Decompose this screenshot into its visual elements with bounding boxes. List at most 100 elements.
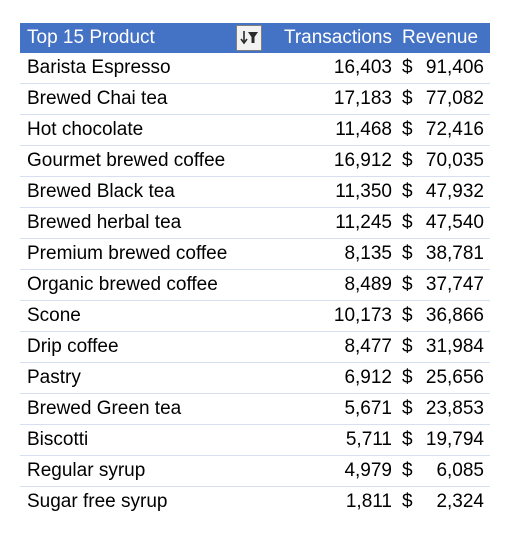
revenue-value: $2,324 <box>402 487 484 517</box>
transactions-cell[interactable]: 11,468 <box>264 114 398 146</box>
revenue-amount: 23,853 <box>425 398 484 419</box>
product-cell[interactable]: Drip coffee <box>20 331 264 363</box>
revenue-cell[interactable]: $38,781 <box>398 238 490 270</box>
revenue-value: $31,984 <box>402 332 484 362</box>
revenue-cell[interactable]: $36,866 <box>398 300 490 332</box>
product-cell[interactable]: Brewed Chai tea <box>20 83 264 115</box>
revenue-cell[interactable]: $6,085 <box>398 455 490 487</box>
table-row[interactable]: Scone 10,173 $36,866 <box>20 300 490 332</box>
revenue-cell[interactable]: $47,932 <box>398 176 490 208</box>
revenue-cell[interactable]: $25,656 <box>398 362 490 394</box>
currency-symbol: $ <box>402 274 413 295</box>
product-cell[interactable]: Organic brewed coffee <box>20 269 264 301</box>
transactions-cell[interactable]: 4,979 <box>264 455 398 487</box>
revenue-amount: 2,324 <box>436 491 484 512</box>
revenue-cell[interactable]: $91,406 <box>398 53 490 84</box>
revenue-value: $19,794 <box>402 425 484 455</box>
revenue-value: $37,747 <box>402 270 484 300</box>
table-row[interactable]: Pastry 6,912 $25,656 <box>20 362 490 394</box>
revenue-cell[interactable]: $2,324 <box>398 487 490 518</box>
transactions-column-header[interactable]: Transactions <box>264 23 398 53</box>
revenue-cell[interactable]: $77,082 <box>398 83 490 115</box>
revenue-amount: 47,540 <box>425 212 484 233</box>
currency-symbol: $ <box>402 119 413 140</box>
transactions-cell[interactable]: 8,489 <box>264 269 398 301</box>
table-row[interactable]: Hot chocolate 11,468 $72,416 <box>20 114 490 146</box>
product-cell[interactable]: Sugar free syrup <box>27 491 168 512</box>
product-cell[interactable]: Brewed herbal tea <box>20 207 264 239</box>
revenue-cell[interactable]: $47,540 <box>398 207 490 239</box>
currency-symbol: $ <box>402 398 413 419</box>
revenue-amount: 36,866 <box>425 305 484 326</box>
revenue-cell[interactable]: $19,794 <box>398 424 490 456</box>
transactions-cell[interactable]: 8,477 <box>264 331 398 363</box>
product-cell[interactable]: Pastry <box>20 362 264 394</box>
transactions-cell[interactable]: 5,671 <box>264 393 398 425</box>
revenue-amount: 70,035 <box>425 150 484 171</box>
transactions-cell[interactable]: 1,811 <box>345 491 392 512</box>
product-column-header[interactable]: Top 15 Product <box>20 23 264 53</box>
product-cell[interactable]: Barista Espresso <box>20 53 264 84</box>
revenue-amount: 31,984 <box>425 336 484 357</box>
currency-symbol: $ <box>402 181 413 202</box>
table-row[interactable]: Brewed herbal tea 11,245 $47,540 <box>20 207 490 239</box>
revenue-cell[interactable]: $23,853 <box>398 393 490 425</box>
table-row[interactable]: Sugar free syrup 1,811 $2,324 <box>20 487 490 518</box>
revenue-amount: 6,085 <box>436 460 484 481</box>
table-row[interactable]: Organic brewed coffee 8,489 $37,747 <box>20 269 490 301</box>
revenue-value: $23,853 <box>402 394 484 424</box>
revenue-value: $36,866 <box>402 301 484 331</box>
transactions-cell[interactable]: 6,912 <box>264 362 398 394</box>
transactions-cell[interactable]: 16,912 <box>264 145 398 177</box>
table-row[interactable]: Premium brewed coffee 8,135 $38,781 <box>20 238 490 270</box>
table-row[interactable]: Brewed Chai tea 17,183 $77,082 <box>20 83 490 115</box>
product-cell[interactable]: Biscotti <box>20 424 264 456</box>
product-cell[interactable]: Scone <box>20 300 264 332</box>
currency-symbol: $ <box>402 57 413 78</box>
revenue-cell[interactable]: $70,035 <box>398 145 490 177</box>
table-row[interactable]: Regular syrup 4,979 $6,085 <box>20 455 490 487</box>
transactions-cell[interactable]: 17,183 <box>264 83 398 115</box>
revenue-cell[interactable]: $72,416 <box>398 114 490 146</box>
product-cell[interactable]: Brewed Black tea <box>20 176 264 208</box>
revenue-value: $47,540 <box>402 208 484 238</box>
currency-symbol: $ <box>402 150 413 171</box>
transactions-cell[interactable]: 16,403 <box>264 53 398 84</box>
product-cell[interactable]: Hot chocolate <box>20 114 264 146</box>
currency-symbol: $ <box>402 305 413 326</box>
table-row[interactable]: Barista Espresso 16,403 $91,406 <box>20 53 490 84</box>
revenue-value: $38,781 <box>402 239 484 269</box>
revenue-column-header[interactable]: Revenue <box>398 23 490 53</box>
pivot-body: Barista Espresso 16,403 $91,406 Brewed Chai… <box>20 53 490 517</box>
revenue-cell[interactable]: $31,984 <box>398 331 490 363</box>
currency-symbol: $ <box>402 429 413 450</box>
revenue-amount: 47,932 <box>425 181 484 202</box>
transactions-cell[interactable]: 8,135 <box>264 238 398 270</box>
product-cell[interactable]: Gourmet brewed coffee <box>20 145 264 177</box>
revenue-cell[interactable]: $37,747 <box>398 269 490 301</box>
product-cell[interactable]: Brewed Green tea <box>20 393 264 425</box>
transactions-cell[interactable]: 11,350 <box>264 176 398 208</box>
revenue-amount: 37,747 <box>425 274 484 295</box>
revenue-amount: 77,082 <box>425 88 484 109</box>
table-row[interactable]: Brewed Green tea 5,671 $23,853 <box>20 393 490 425</box>
revenue-value: $25,656 <box>402 363 484 393</box>
sort-filter-button[interactable] <box>236 25 262 51</box>
transactions-cell[interactable]: 5,711 <box>264 424 398 456</box>
table-row[interactable]: Drip coffee 8,477 $31,984 <box>20 331 490 363</box>
transactions-cell[interactable]: 11,245 <box>264 207 398 239</box>
currency-symbol: $ <box>402 212 413 233</box>
revenue-value: $77,082 <box>402 84 484 114</box>
header-row: Top 15 Product Transactions Revenue <box>20 23 490 53</box>
pivot-table: Top 15 Product Transactions Revenue Bari… <box>20 23 490 517</box>
currency-symbol: $ <box>402 243 413 264</box>
currency-symbol: $ <box>402 491 413 512</box>
table-row[interactable]: Gourmet brewed coffee 16,912 $70,035 <box>20 145 490 177</box>
product-header-label: Top 15 Product <box>27 27 155 48</box>
product-cell[interactable]: Regular syrup <box>20 455 264 487</box>
transactions-cell[interactable]: 10,173 <box>264 300 398 332</box>
table-row[interactable]: Brewed Black tea 11,350 $47,932 <box>20 176 490 208</box>
revenue-value: $91,406 <box>402 53 484 83</box>
table-row[interactable]: Biscotti 5,711 $19,794 <box>20 424 490 456</box>
product-cell[interactable]: Premium brewed coffee <box>20 238 264 270</box>
